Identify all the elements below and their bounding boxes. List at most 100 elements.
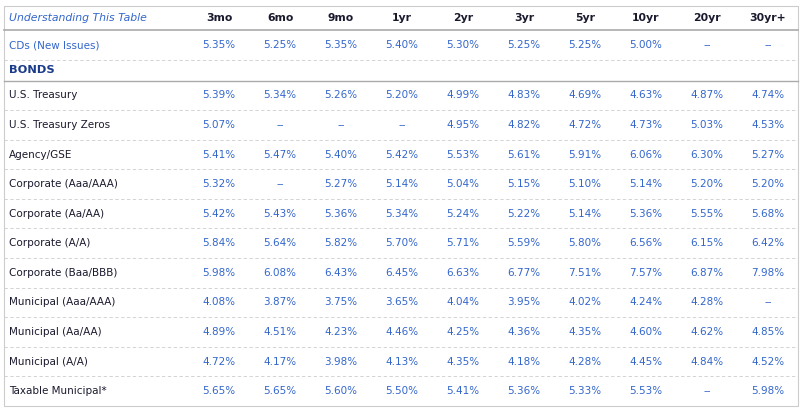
Text: Taxable Municipal*: Taxable Municipal* bbox=[9, 386, 106, 396]
Text: 4.82%: 4.82% bbox=[507, 120, 541, 130]
Text: 4.08%: 4.08% bbox=[202, 297, 236, 307]
Text: 4.73%: 4.73% bbox=[630, 120, 662, 130]
Text: --: -- bbox=[398, 120, 406, 130]
Text: 5.61%: 5.61% bbox=[507, 149, 541, 160]
Text: Municipal (Aa/AA): Municipal (Aa/AA) bbox=[9, 327, 102, 337]
Text: 7.57%: 7.57% bbox=[630, 268, 662, 278]
Text: 5.98%: 5.98% bbox=[202, 268, 236, 278]
Text: 5.36%: 5.36% bbox=[630, 208, 662, 219]
Text: 3.75%: 3.75% bbox=[325, 297, 358, 307]
Bar bbox=[4, 317, 798, 347]
Bar bbox=[4, 288, 798, 317]
Text: 4.18%: 4.18% bbox=[507, 357, 541, 366]
Text: 4.13%: 4.13% bbox=[386, 357, 418, 366]
Text: 6.45%: 6.45% bbox=[386, 268, 418, 278]
Text: 5.34%: 5.34% bbox=[386, 208, 418, 219]
Text: 5.91%: 5.91% bbox=[569, 149, 602, 160]
Text: 5yr: 5yr bbox=[575, 13, 595, 23]
Text: 4.23%: 4.23% bbox=[325, 327, 358, 337]
Text: 5.20%: 5.20% bbox=[751, 179, 785, 189]
Text: Corporate (Baa/BBB): Corporate (Baa/BBB) bbox=[9, 268, 117, 278]
Bar bbox=[4, 199, 798, 228]
Text: 6.63%: 6.63% bbox=[446, 268, 479, 278]
Text: 5.70%: 5.70% bbox=[386, 238, 418, 248]
Bar bbox=[4, 140, 798, 169]
Text: 5.27%: 5.27% bbox=[325, 179, 358, 189]
Text: 5.59%: 5.59% bbox=[507, 238, 541, 248]
Bar bbox=[4, 31, 798, 60]
Text: 6mo: 6mo bbox=[267, 13, 294, 23]
Text: 5.07%: 5.07% bbox=[202, 120, 236, 130]
Text: 5.15%: 5.15% bbox=[507, 179, 541, 189]
Text: 7.51%: 7.51% bbox=[569, 268, 602, 278]
Text: 5.14%: 5.14% bbox=[630, 179, 662, 189]
Text: 5.22%: 5.22% bbox=[507, 208, 541, 219]
Text: 5.42%: 5.42% bbox=[386, 149, 418, 160]
Text: --: -- bbox=[703, 386, 710, 396]
Bar bbox=[4, 228, 798, 258]
Text: 4.46%: 4.46% bbox=[386, 327, 418, 337]
Text: 4.52%: 4.52% bbox=[751, 357, 785, 366]
Text: 5.25%: 5.25% bbox=[569, 40, 602, 50]
Text: 4.28%: 4.28% bbox=[569, 357, 602, 366]
Text: 6.06%: 6.06% bbox=[630, 149, 662, 160]
Text: 3mo: 3mo bbox=[206, 13, 232, 23]
Text: 4.69%: 4.69% bbox=[569, 90, 602, 100]
Text: 5.00%: 5.00% bbox=[630, 40, 662, 50]
Text: BONDS: BONDS bbox=[9, 65, 54, 75]
Text: 5.41%: 5.41% bbox=[446, 386, 479, 396]
Text: 4.51%: 4.51% bbox=[263, 327, 297, 337]
Text: 5.68%: 5.68% bbox=[751, 208, 785, 219]
Text: 5.14%: 5.14% bbox=[386, 179, 418, 189]
Text: 1yr: 1yr bbox=[392, 13, 412, 23]
Text: 5.53%: 5.53% bbox=[446, 149, 479, 160]
Text: 4.87%: 4.87% bbox=[690, 90, 723, 100]
Text: 5.55%: 5.55% bbox=[690, 208, 723, 219]
Text: 5.64%: 5.64% bbox=[263, 238, 297, 248]
Text: 5.82%: 5.82% bbox=[325, 238, 358, 248]
Text: 5.98%: 5.98% bbox=[751, 386, 785, 396]
Text: 4.83%: 4.83% bbox=[507, 90, 541, 100]
Text: 3yr: 3yr bbox=[514, 13, 534, 23]
Text: 6.08%: 6.08% bbox=[264, 268, 297, 278]
Text: 4.28%: 4.28% bbox=[690, 297, 723, 307]
Text: 4.85%: 4.85% bbox=[751, 327, 785, 337]
Text: 4.35%: 4.35% bbox=[569, 327, 602, 337]
Text: 4.53%: 4.53% bbox=[751, 120, 785, 130]
Text: 5.20%: 5.20% bbox=[690, 179, 723, 189]
Text: --: -- bbox=[764, 297, 772, 307]
Text: 4.84%: 4.84% bbox=[690, 357, 723, 366]
Text: 5.10%: 5.10% bbox=[569, 179, 602, 189]
Text: 4.24%: 4.24% bbox=[630, 297, 662, 307]
Text: 5.36%: 5.36% bbox=[325, 208, 358, 219]
Text: 4.45%: 4.45% bbox=[630, 357, 662, 366]
Bar bbox=[4, 258, 798, 288]
Text: 4.36%: 4.36% bbox=[507, 327, 541, 337]
Text: 5.84%: 5.84% bbox=[202, 238, 236, 248]
Text: 6.43%: 6.43% bbox=[325, 268, 358, 278]
Text: 6.56%: 6.56% bbox=[630, 238, 662, 248]
Text: 5.53%: 5.53% bbox=[630, 386, 662, 396]
Bar bbox=[4, 110, 798, 140]
Text: 5.35%: 5.35% bbox=[325, 40, 358, 50]
Text: U.S. Treasury: U.S. Treasury bbox=[9, 90, 77, 100]
Text: Corporate (Aaa/AAA): Corporate (Aaa/AAA) bbox=[9, 179, 118, 189]
Text: 6.87%: 6.87% bbox=[690, 268, 723, 278]
Text: 6.15%: 6.15% bbox=[690, 238, 723, 248]
Text: 5.32%: 5.32% bbox=[202, 179, 236, 189]
Text: 5.60%: 5.60% bbox=[325, 386, 358, 396]
Text: Corporate (A/A): Corporate (A/A) bbox=[9, 238, 90, 248]
Text: 5.47%: 5.47% bbox=[263, 149, 297, 160]
Text: --: -- bbox=[764, 40, 772, 50]
Text: 5.80%: 5.80% bbox=[569, 238, 602, 248]
Text: 5.35%: 5.35% bbox=[202, 40, 236, 50]
Text: Municipal (Aaa/AAA): Municipal (Aaa/AAA) bbox=[9, 297, 115, 307]
Text: 5.40%: 5.40% bbox=[325, 149, 358, 160]
Text: 3.98%: 3.98% bbox=[325, 357, 358, 366]
Text: --: -- bbox=[276, 120, 284, 130]
Bar bbox=[4, 347, 798, 376]
Text: 5.42%: 5.42% bbox=[202, 208, 236, 219]
Text: Agency/GSE: Agency/GSE bbox=[9, 149, 72, 160]
Text: --: -- bbox=[338, 120, 345, 130]
Text: U.S. Treasury Zeros: U.S. Treasury Zeros bbox=[9, 120, 110, 130]
